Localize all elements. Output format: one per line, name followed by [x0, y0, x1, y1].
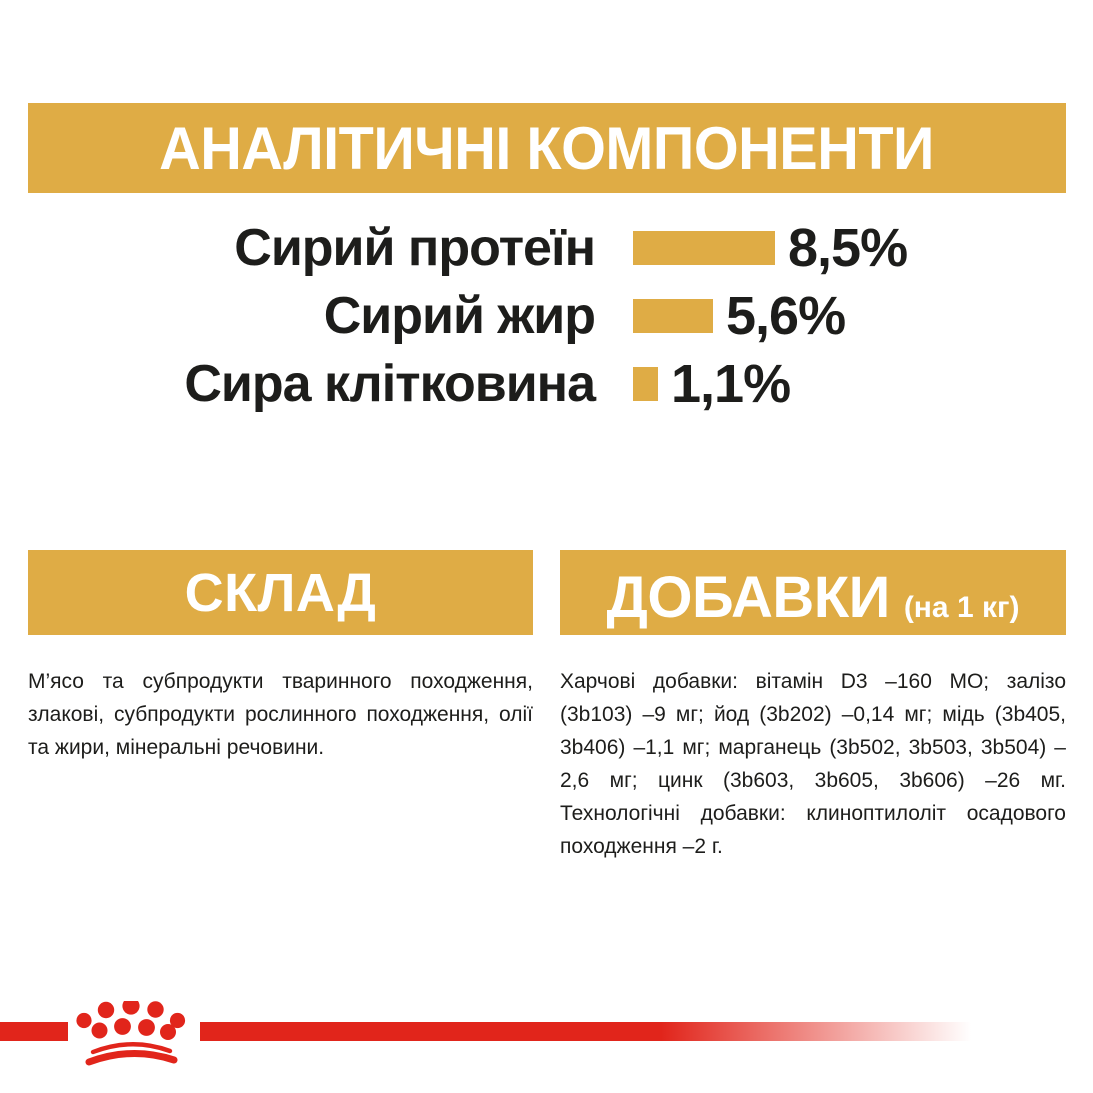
chart-row: Сирий протеїн 8,5%	[28, 214, 1066, 282]
chart-row: Сира клітковина 1,1%	[28, 350, 1066, 418]
chart-category-label: Сира клітковина	[184, 355, 596, 413]
chart-bar	[633, 231, 775, 265]
chart-value-label: 1,1%	[671, 354, 791, 414]
nutrient-bar-chart: Сирий протеїн 8,5% Сирий жир 5,6% Сира клітк…	[28, 214, 1066, 418]
brand-line-left	[0, 1022, 68, 1041]
additives-heading-suffix: (на 1 кг)	[903, 591, 1020, 624]
composition-text: М’ясо та субпродукти тваринного походжен…	[28, 670, 533, 759]
analytical-components-banner: АНАЛІТИЧНІ КОМПОНЕНТИ	[28, 103, 1066, 193]
chart-bar	[633, 299, 713, 333]
composition-banner: СКЛАД	[28, 550, 533, 635]
analytical-components-title: АНАЛІТИЧНІ КОМПОНЕНТИ	[159, 114, 935, 182]
crown-icon	[76, 997, 186, 1066]
additives-heading: ДОБАВКИ	[606, 565, 891, 630]
chart-bar	[633, 367, 658, 401]
composition-heading: СКЛАД	[184, 562, 377, 623]
brand-line-right	[200, 1022, 995, 1041]
chart-category-label: Сирий жир	[323, 287, 596, 345]
royal-canin-crown-logo	[76, 997, 189, 1067]
chart-row: Сирий жир 5,6%	[28, 282, 1066, 350]
additives-banner: ДОБАВКИ (на 1 кг)	[560, 550, 1066, 635]
chart-value-label: 8,5%	[788, 218, 908, 278]
additives-text: Харчові добавки: вітамін D3 –160 МО; зал…	[560, 670, 1066, 858]
chart-value-label: 5,6%	[726, 286, 846, 346]
chart-category-label: Сирий протеїн	[234, 219, 596, 277]
